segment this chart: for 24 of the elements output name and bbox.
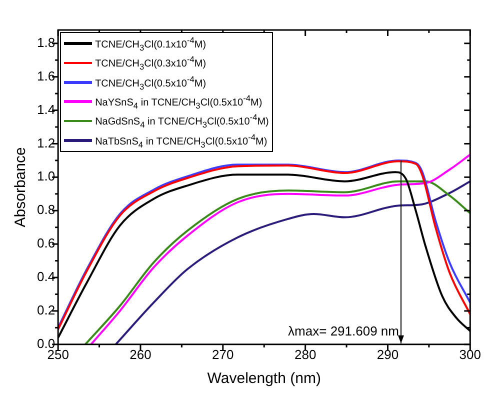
legend-label: NaGdSnS$_{4}$ in TCNE/CH$_{3}$Cl(0.5x10$^{-4}$M) <box>95 111 269 131</box>
legend-label: NaYSnS$_{4}$ in TCNE/CH$_{3}$Cl(0.5x10$^{-4}$M) <box>95 92 262 112</box>
y-tick-label: 0.6 <box>36 236 56 251</box>
legend-label: TCNE/CH$_{3}$Cl(0.3x10$^{-4}$M) <box>95 53 206 73</box>
x-tick-label: 290 <box>376 346 399 362</box>
y-tick-label: 1.6 <box>36 68 56 84</box>
y-tick-label: 1.0 <box>36 168 56 184</box>
y-axis-title: Absorbance <box>12 147 30 228</box>
legend-label: NaTbSnS$_{4}$ in TCNE/CH$_{3}$Cl(0.5x10$^{-4}$M) <box>95 130 268 150</box>
x-tick-label: 260 <box>130 346 152 362</box>
x-axis-title: Wavelength (nm) <box>207 370 321 388</box>
y-tick-label: 0.8 <box>36 202 56 218</box>
y-tick-label: 1.4 <box>36 102 56 117</box>
x-tick-label: 300 <box>459 346 482 362</box>
legend-label: TCNE/CH$_{3}$Cl(0.5x10$^{-4}$M) <box>95 72 206 92</box>
x-tick-label: 270 <box>212 346 234 362</box>
y-tick-label: 0.2 <box>36 302 56 318</box>
x-tick-label: 280 <box>294 346 316 362</box>
y-tick-label: 0.4 <box>36 269 56 284</box>
y-tick-label: 1.2 <box>36 135 56 150</box>
annotation: λmax= 291.609 nm <box>288 323 399 338</box>
legend-label: TCNE/CH$_{3}$Cl(0.1x10$^{-4}$M) <box>95 34 206 54</box>
y-tick-label: 1.8 <box>36 34 56 50</box>
line-series <box>90 154 470 344</box>
